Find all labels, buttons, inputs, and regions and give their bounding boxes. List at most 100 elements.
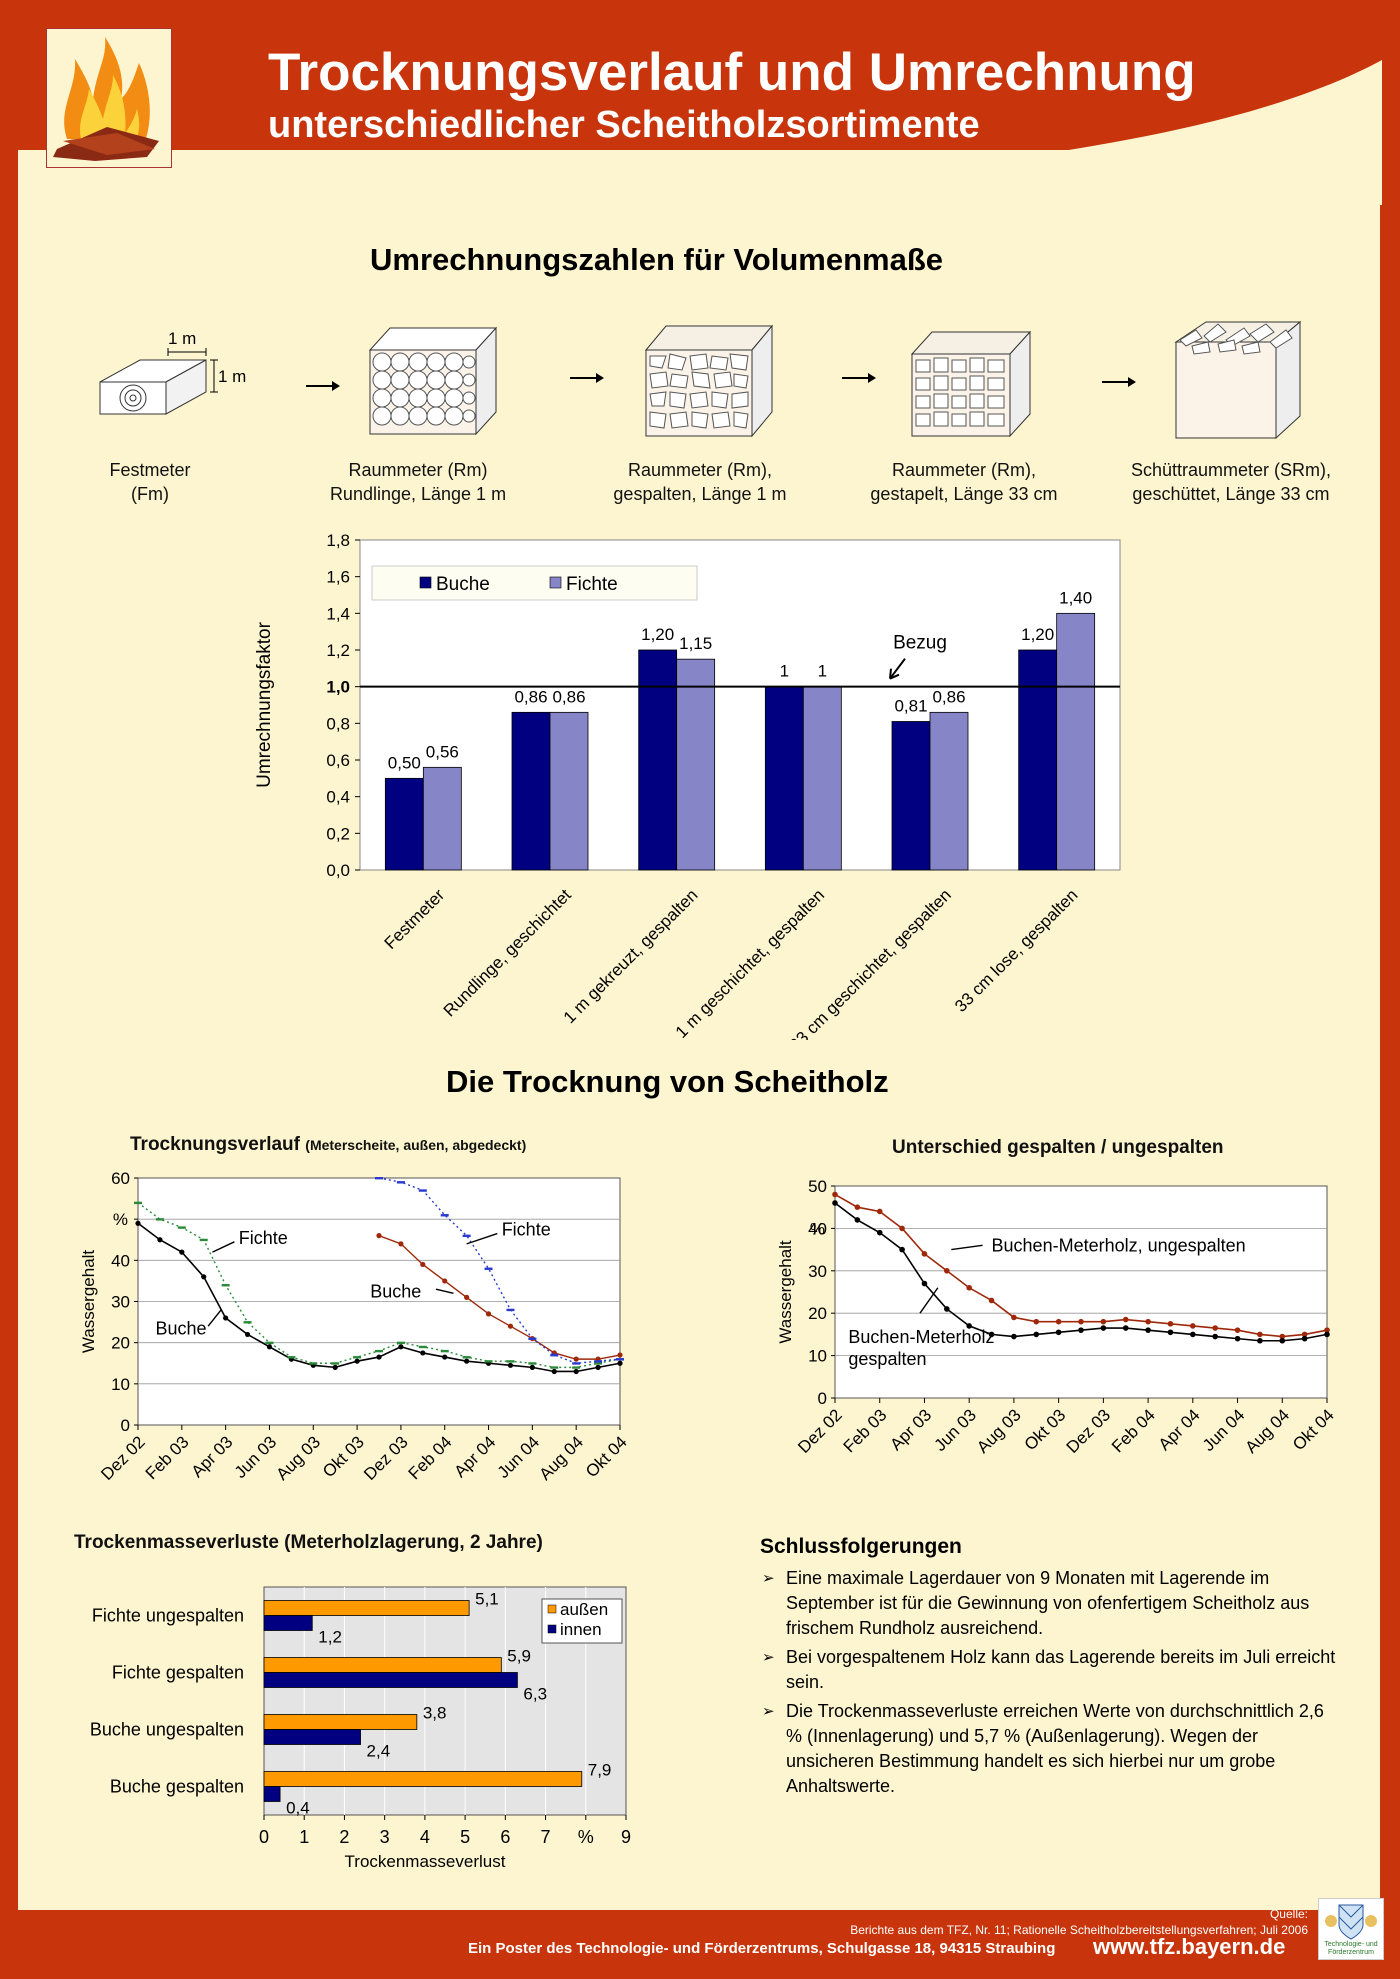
data-label: 0,86 (514, 687, 547, 706)
x-tick-label: 1 m gekreuzt, gespalten (560, 885, 702, 1027)
x-tick-label: Apr 04 (1155, 1405, 1204, 1454)
data-point (398, 1344, 404, 1350)
annotation-arrow-icon (435, 1288, 454, 1294)
data-point (899, 1225, 905, 1232)
data-point (1078, 1318, 1084, 1325)
x-tick-label: 2 (339, 1827, 349, 1847)
y-tick-label: 1,4 (326, 604, 350, 623)
data-point (832, 1191, 838, 1198)
data-point (832, 1200, 838, 1206)
data-point (966, 1284, 972, 1291)
data-point (376, 1354, 382, 1360)
y-tick-label: 0,4 (326, 788, 350, 807)
annotation-label: Fichte (239, 1228, 288, 1248)
data-point (572, 1362, 581, 1365)
dim-width-label: 1 m (168, 329, 196, 348)
data-point (135, 1220, 141, 1226)
data-label: 5,1 (475, 1590, 499, 1609)
x-tick-label: Aug 03 (273, 1432, 325, 1484)
data-point (1100, 1318, 1107, 1325)
data-label: 0,56 (426, 742, 459, 761)
data-point (1167, 1321, 1174, 1327)
bar-innen (263, 1729, 361, 1745)
data-label: 1,20 (1021, 625, 1054, 644)
footer-source: Quelle: Berichte aus dem TFZ, Nr. 11; Rat… (850, 1907, 1308, 1937)
x-tick-label: 1 m geschichtet, gespalten (672, 885, 828, 1040)
data-point (442, 1354, 448, 1360)
legend-swatch (549, 576, 562, 589)
annotation-arrow-icon (207, 1309, 222, 1327)
chart-title-trocknungsverlauf: Trocknungsverlauf (Meterscheite, außen, … (130, 1134, 527, 1155)
x-tick-label: Jun 03 (231, 1432, 281, 1482)
data-point (1078, 1327, 1084, 1333)
footer-poster-text: Ein Poster des Technologie- und Förderze… (468, 1940, 1056, 1957)
page-subtitle: unterschiedlicher Scheitholzsortimente (268, 104, 980, 146)
data-point (551, 1368, 557, 1375)
data-point (418, 1189, 427, 1192)
bar-innen (263, 1672, 518, 1688)
chart-trockenmasseverluste: 0 1 2 3 4 5 6 7% 9 Trockenmasseverlust Fichte unge… (90, 1586, 631, 1871)
data-label: 1 (780, 662, 789, 681)
reference-arrow-icon (889, 658, 906, 680)
y-tick-label: 30 (808, 1262, 827, 1281)
data-point (1011, 1333, 1017, 1340)
bullet-arrow-icon: ➢ (762, 1649, 775, 1666)
y-unit-label: % (113, 1210, 128, 1229)
legend-label: innen (560, 1620, 602, 1639)
bar-aussen (263, 1714, 418, 1730)
bar-fichte (1056, 612, 1096, 871)
conclusions-list: ➢ Eine maximale Lagerdauer von 9 Monaten … (762, 1566, 1342, 1803)
data-point (1055, 1318, 1062, 1325)
data-point (396, 1181, 405, 1184)
x-tick-label: 7 (541, 1827, 551, 1847)
x-tick-label: 3 (380, 1827, 390, 1847)
data-point (442, 1278, 448, 1284)
data-point (550, 1366, 559, 1369)
y-tick-label: 0 (818, 1389, 827, 1408)
data-label: 1 (818, 662, 827, 681)
bar-innen (263, 1615, 313, 1631)
data-label: 0,4 (286, 1799, 310, 1818)
volume-illustrations: 1 m 1 m (99, 320, 1302, 440)
data-point (1011, 1314, 1017, 1321)
data-point (1190, 1331, 1196, 1338)
data-point (376, 1233, 382, 1239)
bar-aussen (263, 1657, 502, 1673)
legend-label: Fichte (566, 574, 618, 595)
data-label: 1,2 (318, 1628, 342, 1647)
arrow-icon (1102, 377, 1136, 387)
y-tick-label: 0,0 (326, 861, 350, 880)
data-point (1212, 1333, 1218, 1340)
data-point (1234, 1327, 1241, 1333)
data-label: 3,8 (423, 1704, 447, 1723)
y-tick-label: 60 (111, 1169, 130, 1188)
data-point (331, 1362, 340, 1365)
y-tick-label: 1,8 (326, 531, 350, 550)
data-point (573, 1368, 579, 1375)
y-category-label: Buche ungespalten (90, 1720, 244, 1740)
data-point (420, 1261, 426, 1268)
y-tick-label: 40 (111, 1251, 130, 1270)
data-point (1033, 1318, 1040, 1325)
x-tick-label: Okt 03 (319, 1432, 368, 1481)
data-point (506, 1308, 515, 1312)
data-point (1212, 1325, 1218, 1331)
caption-rundlinge: Raummeter (Rm) Rundlinge, Länge 1 m (329, 460, 507, 504)
x-tick-label: Feb 04 (1108, 1405, 1159, 1456)
chart-title-gespalten: Unterschied gespalten / ungespalten (892, 1137, 1224, 1158)
x-tick-label: 9 (621, 1827, 631, 1847)
plot-area (834, 1185, 1328, 1399)
arrow-icon (842, 373, 876, 383)
x-tick-label: 4 (420, 1827, 430, 1847)
legend-label: Buche (436, 574, 490, 595)
caption-gespalten: Raummeter (Rm), gespalten, Länge 1 m (613, 460, 787, 504)
footer-url-link[interactable]: www.tfz.bayern.de (1093, 1934, 1286, 1959)
x-tick-label: Okt 04 (582, 1432, 630, 1481)
bar-fichte (549, 711, 589, 871)
y-tick-label: 50 (808, 1177, 827, 1196)
legend-swatch (419, 576, 432, 589)
series-line-buche-2 (378, 1234, 621, 1360)
